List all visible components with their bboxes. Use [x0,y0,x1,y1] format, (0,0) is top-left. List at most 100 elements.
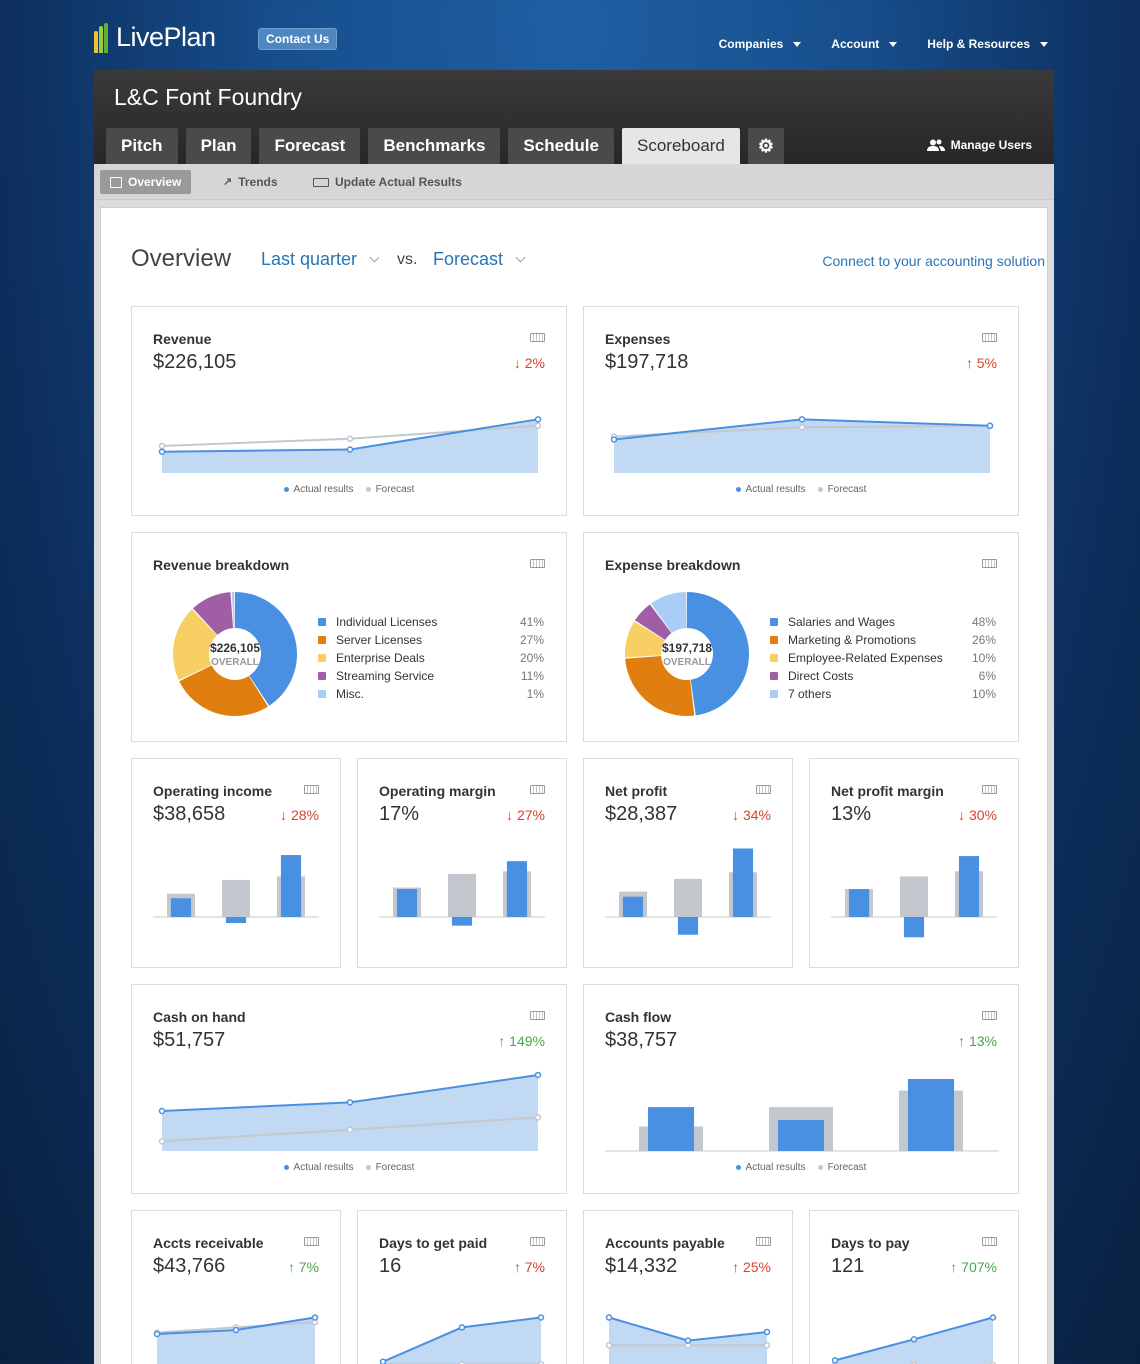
cash-on-hand-chart [158,1071,542,1151]
card-delta: ↑ 7% [287,1259,319,1275]
legend-actual-label: Actual results [293,1162,354,1173]
breakdown-row: Enterprise Deals 20% [318,649,544,667]
subnav-update-actual-results[interactable]: Update Actual Results [303,170,472,194]
donut-slice [173,592,297,716]
net-profit-card[interactable]: Net profit $28,387 ↓ 34% [583,758,793,968]
tab-benchmarks[interactable]: Benchmarks [368,128,501,164]
donut-total: $226,105 [209,640,261,655]
breakdown-row: Individual Licenses 41% [318,613,544,631]
tab-plan[interactable]: Plan [185,128,252,164]
keyboard-icon[interactable] [756,1237,771,1246]
nav-help-resources[interactable]: Help & Resources [927,37,1048,51]
accts-receivable-card[interactable]: Accts receivable $43,766 ↑ 7% [131,1210,341,1364]
keyboard-icon[interactable] [304,1237,319,1246]
period-dropdown[interactable]: Last quarter [261,249,380,270]
nav-companies[interactable]: Companies [719,37,802,51]
actual-point [605,1314,613,1321]
actual-point [311,1314,319,1321]
days-to-pay-card[interactable]: Days to pay 121 ↑ 707% [809,1210,1019,1364]
legend-swatch [318,618,326,626]
breakdown-row: Salaries and Wages 48% [770,613,996,631]
nav-account[interactable]: Account [831,37,898,51]
legend-actual-label: Actual results [745,1162,806,1173]
card-title: Revenue [153,331,212,347]
keyboard-icon[interactable] [530,1011,545,1020]
keyboard-icon[interactable] [982,1011,997,1020]
actual-bar [732,848,754,917]
card-value: $38,757 [605,1029,678,1051]
keyboard-icon[interactable] [982,559,997,568]
operating-income-chart [153,855,319,924]
chart-legend: Actual results Forecast [132,1162,566,1173]
card-delta: ↓ 34% [732,807,771,823]
donut-center: $226,105 OVERALL [172,591,298,717]
compare-dropdown[interactable]: Forecast [433,249,526,270]
operating-income-card[interactable]: Operating income $38,658 ↓ 28% [131,758,341,968]
card-value: 121 [831,1255,865,1277]
breakdown-pct: 26% [971,633,996,647]
breakdown-row: Direct Costs 6% [770,667,996,685]
subnav-trends[interactable]: ↗ Trends [213,170,288,194]
actual-bar [451,917,473,926]
legend-forecast-label: Forecast [827,1162,867,1173]
net-profit-chart [605,848,771,935]
days-to-get-paid-card[interactable]: Days to get paid 16 ↑ 7% [357,1210,567,1364]
breakdown-pct: 6% [978,669,996,683]
card-delta: ↓ 2% [513,355,545,371]
connect-accounting-link[interactable]: Connect to your accounting solution [822,253,1045,269]
tab-forecast[interactable]: Forecast [259,128,361,164]
settings-gear-icon[interactable]: ⚙ [747,128,784,164]
chart-legend: Actual results Forecast [132,484,566,495]
tab-scoreboard[interactable]: Scoreboard [622,128,740,164]
card-title: Revenue breakdown [153,557,290,573]
keyboard-icon[interactable] [530,785,545,794]
forecast-bar [900,876,928,917]
keyboard-icon[interactable] [530,559,545,568]
tab-pitch[interactable]: Pitch [106,128,178,164]
card-value: $226,105 [153,351,237,373]
keyboard-icon[interactable] [982,1237,997,1246]
keyboard-icon[interactable] [530,333,545,342]
cash-flow-card[interactable]: Cash flow $38,757 ↑ 13% Actual results Fo… [583,984,1019,1194]
donut-slice [173,592,297,716]
tab-schedule[interactable]: Schedule [508,128,614,164]
keyboard-icon[interactable] [530,1237,545,1246]
contact-us-button[interactable]: Contact Us [258,28,338,50]
actual-bar [506,861,528,917]
keyboard-icon[interactable] [982,785,997,794]
net-profit-margin-card[interactable]: Net profit margin 13% ↓ 30% [809,758,1019,968]
company-name: L&C Font Foundry [114,84,302,110]
actual-point [684,1337,692,1344]
operating-margin-card[interactable]: Operating margin 17% ↓ 27% [357,758,567,968]
logo-text: LivePlan [116,22,216,52]
subnav-overview[interactable]: Overview [100,170,192,194]
legend-forecast: Forecast [817,1162,867,1173]
period-label: Last quarter [261,249,358,269]
accounts-payable-card[interactable]: Accounts payable $14,332 ↑ 25% [583,1210,793,1364]
expenses-card[interactable]: Expenses $197,718 ↑ 5% Actual results For… [583,306,1019,516]
overview-panel: Overview Last quarter vs. Forecast Conne… [100,207,1048,1364]
card-delta: ↑ 7% [513,1259,545,1275]
expense-breakdown-card[interactable]: Expense breakdown $197,718 OVERALL Salar… [583,532,1019,742]
card-title: Operating income [153,783,273,799]
brand-bar: LivePlan Contact Us Companies Account He… [0,0,1140,70]
keyboard-icon[interactable] [756,785,771,794]
legend-actual: Actual results [283,484,354,495]
keyboard-icon[interactable] [304,785,319,794]
revenue-card[interactable]: Revenue $226,105 ↓ 2% Actual results Fore… [131,306,567,516]
actual-point [158,1107,166,1115]
card-delta: ↑ 5% [965,355,997,371]
actual-bar [396,889,418,917]
cash-on-hand-card[interactable]: Cash on hand $51,757 ↑ 149% Actual resul… [131,984,567,1194]
liveplan-logo[interactable]: LivePlan [94,22,216,53]
actual-point [989,1314,997,1321]
top-nav: Companies Account Help & Resources [719,37,1048,51]
revenue-breakdown-card[interactable]: Revenue breakdown $226,105 OVERALL Indiv… [131,532,567,742]
keyboard-icon[interactable] [982,333,997,342]
legend-swatch [318,690,326,698]
actual-point [831,1357,839,1364]
donut-chart [173,592,297,716]
card-delta: ↑ 149% [498,1033,545,1049]
app-frame: L&C Font Foundry Pitch Plan Forecast Ben… [94,70,1054,1364]
manage-users-button[interactable]: Manage Users [926,138,1032,152]
